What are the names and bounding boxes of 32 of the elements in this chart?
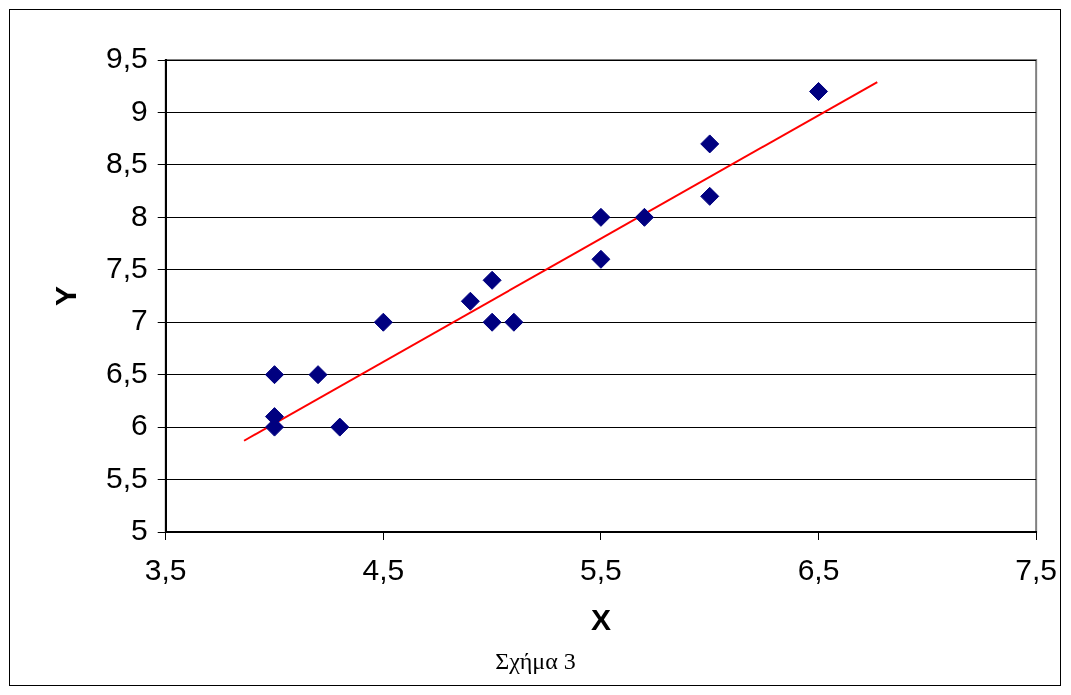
point	[504, 312, 524, 332]
point	[700, 134, 720, 154]
point	[330, 417, 350, 437]
x-tick-label: 3,5	[144, 553, 187, 587]
x-axis-title: X	[590, 603, 611, 637]
point	[591, 249, 611, 269]
y-tick-label: 9	[131, 93, 148, 127]
point	[482, 270, 502, 290]
y-tick-label: 8,5	[105, 146, 148, 180]
point	[482, 312, 502, 332]
point	[700, 186, 720, 206]
x-tick-label: 4,5	[362, 553, 405, 587]
x-tick-label: 6,5	[797, 553, 840, 587]
y-tick-label: 8	[131, 198, 148, 232]
point	[460, 291, 480, 311]
y-tick-label: 6,5	[105, 355, 148, 389]
x-tick-label: 7,5	[1015, 553, 1058, 587]
y-axis-title: Y	[49, 285, 83, 307]
point	[591, 207, 611, 227]
y-tick-label: 9,5	[105, 41, 148, 75]
point	[809, 81, 829, 101]
y-tick-label: 7,5	[105, 251, 148, 285]
text: Σχήμα 3	[494, 648, 577, 675]
y-tick-label: 5	[131, 513, 148, 547]
x-tick-label: 5,5	[580, 553, 622, 587]
y-tick-label: 5,5	[105, 460, 148, 494]
point	[634, 207, 654, 227]
point	[265, 365, 285, 385]
y-tick-label: 6	[131, 408, 148, 442]
point	[373, 312, 393, 332]
point	[308, 365, 328, 385]
y-tick-label: 7	[131, 303, 148, 337]
